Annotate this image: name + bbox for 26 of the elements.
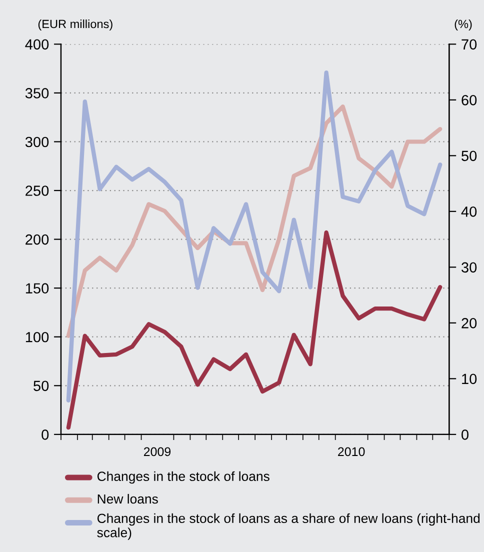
- y2-tick-label: 60: [462, 95, 477, 106]
- y2-tick-label: 30: [462, 262, 477, 273]
- y2-tick-label: 50: [462, 150, 477, 162]
- line-series: [66, 230, 442, 430]
- y2-tick-label: 0: [462, 430, 468, 440]
- y2-tick-label: 70: [462, 39, 477, 50]
- y-tick-label: 200: [26, 234, 49, 245]
- y-tick-label: 0: [42, 430, 49, 440]
- legend-label: New loans: [98, 494, 158, 504]
- x-tick-label: 2009: [144, 447, 171, 456]
- y-tick-label: 150: [26, 283, 49, 294]
- legend-label: Changes in the stock of loans as a share of new loans (right-hand scale): [97, 513, 480, 540]
- y-tick-label: 50: [34, 380, 49, 392]
- y-tick-label: 100: [26, 332, 49, 342]
- legend-label: Changes in the stock of loans: [97, 471, 270, 484]
- y2-tick-label: 40: [461, 206, 477, 217]
- y-tick-label: 350: [25, 88, 49, 98]
- y-axis-title: (EUR millions): [38, 19, 112, 30]
- y2-tick-label: 20: [462, 318, 477, 328]
- y2-axis-title: (%): [454, 19, 472, 30]
- y2-tick-label: 10: [462, 374, 477, 384]
- y-tick-label: 250: [26, 186, 49, 196]
- line-series: [66, 70, 442, 402]
- y-tick-label: 400: [25, 39, 49, 50]
- y-tick-label: 300: [25, 136, 49, 148]
- x-tick-label: 2010: [338, 447, 365, 456]
